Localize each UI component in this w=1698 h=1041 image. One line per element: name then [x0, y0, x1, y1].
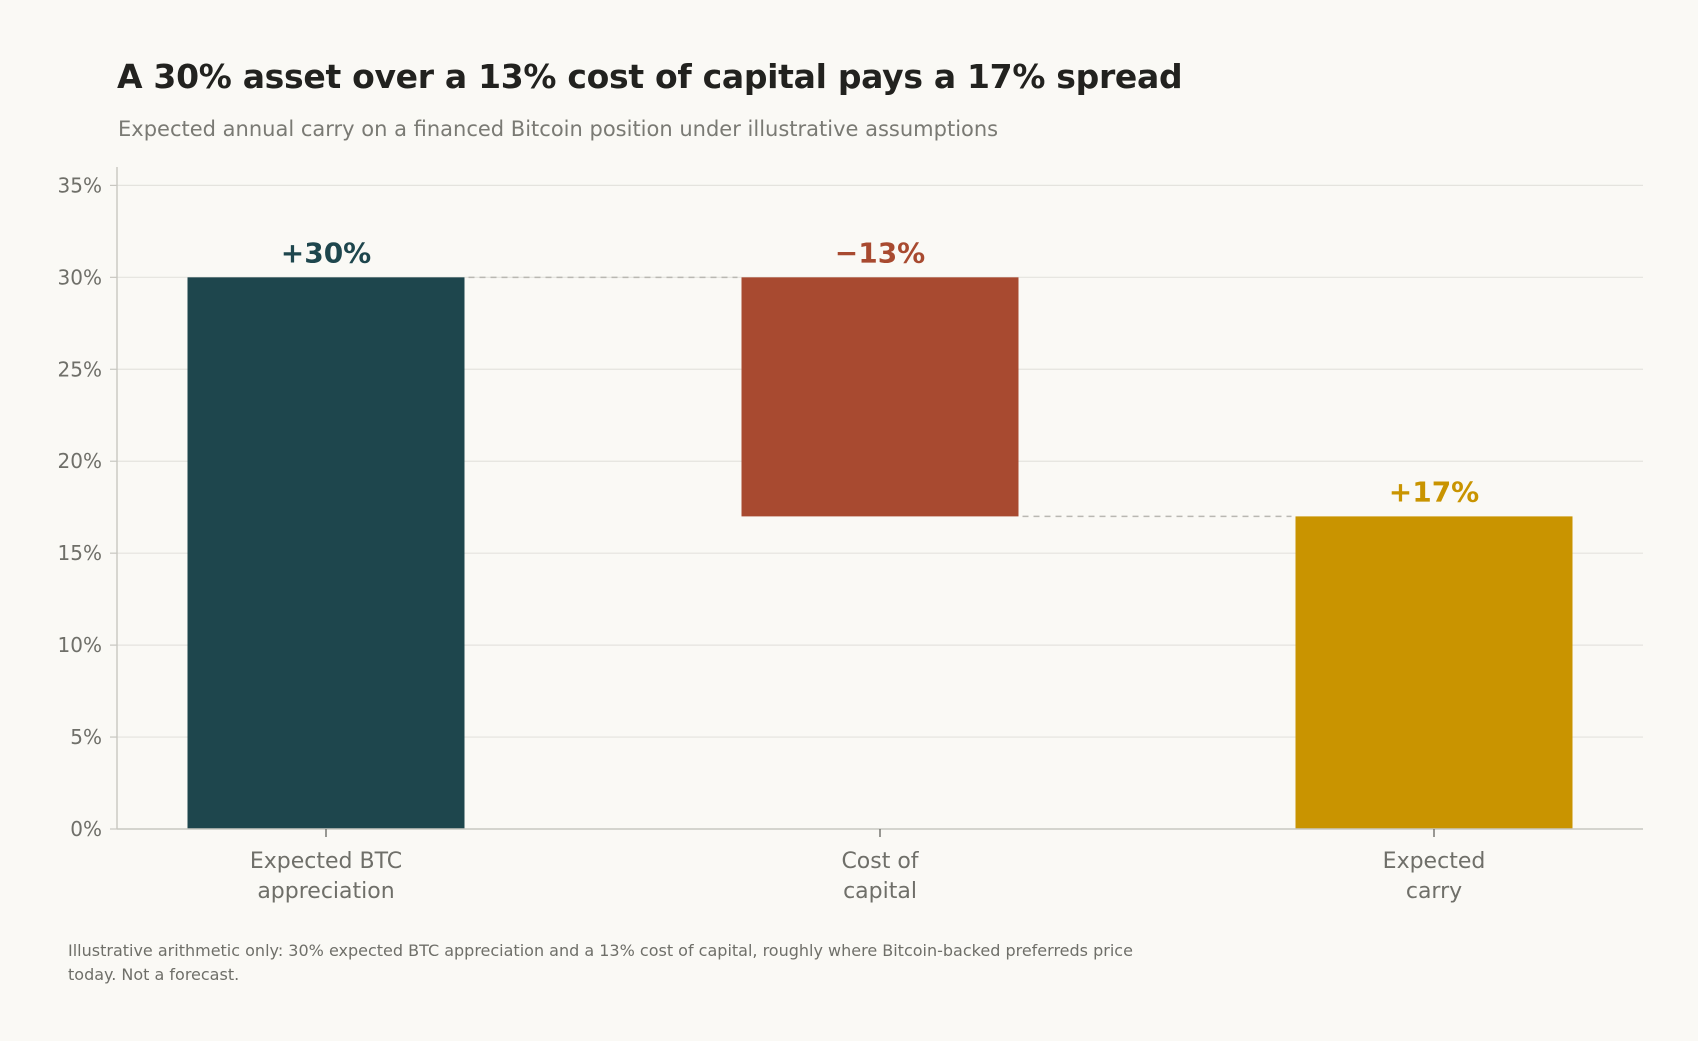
y-tick-label: 10% [58, 633, 102, 657]
y-tick-label: 5% [70, 725, 102, 749]
y-tick-label: 0% [70, 817, 102, 841]
data-label: +30% [281, 236, 371, 269]
bar-cost [741, 277, 1019, 517]
connector-lines [468, 276, 1292, 518]
data-label: +17% [1389, 475, 1479, 508]
footnote: Illustrative arithmetic only: 30% expect… [68, 941, 1133, 984]
axes: 0% 5% 10% 15% 20% 25% 30% 35% Expected BTC apprec… [58, 167, 1643, 904]
chart-subtitle: Expected annual carry on a financed Bitc… [118, 117, 999, 141]
x-tick-label: appreciation [257, 879, 394, 904]
data-label: −13% [835, 236, 925, 269]
x-tick-label: Expected [1383, 849, 1486, 874]
value-labels: +30% −13% +17% [281, 236, 1479, 508]
bar-appreciation [187, 277, 465, 829]
y-tick-label: 15% [58, 541, 102, 565]
x-tick-label: carry [1406, 879, 1462, 904]
y-tick-label: 30% [58, 265, 102, 289]
y-tick-label: 20% [58, 449, 102, 473]
y-tick-label: 25% [58, 357, 102, 381]
chart-title: A 30% asset over a 13% cost of capital p… [117, 57, 1183, 96]
x-tick-label: Cost of [841, 849, 919, 874]
bars [187, 277, 1573, 829]
y-tick-label: 35% [58, 173, 102, 197]
x-tick-label: Expected BTC [250, 849, 402, 874]
x-tick-label: capital [843, 879, 917, 904]
bar-carry [1295, 516, 1573, 829]
